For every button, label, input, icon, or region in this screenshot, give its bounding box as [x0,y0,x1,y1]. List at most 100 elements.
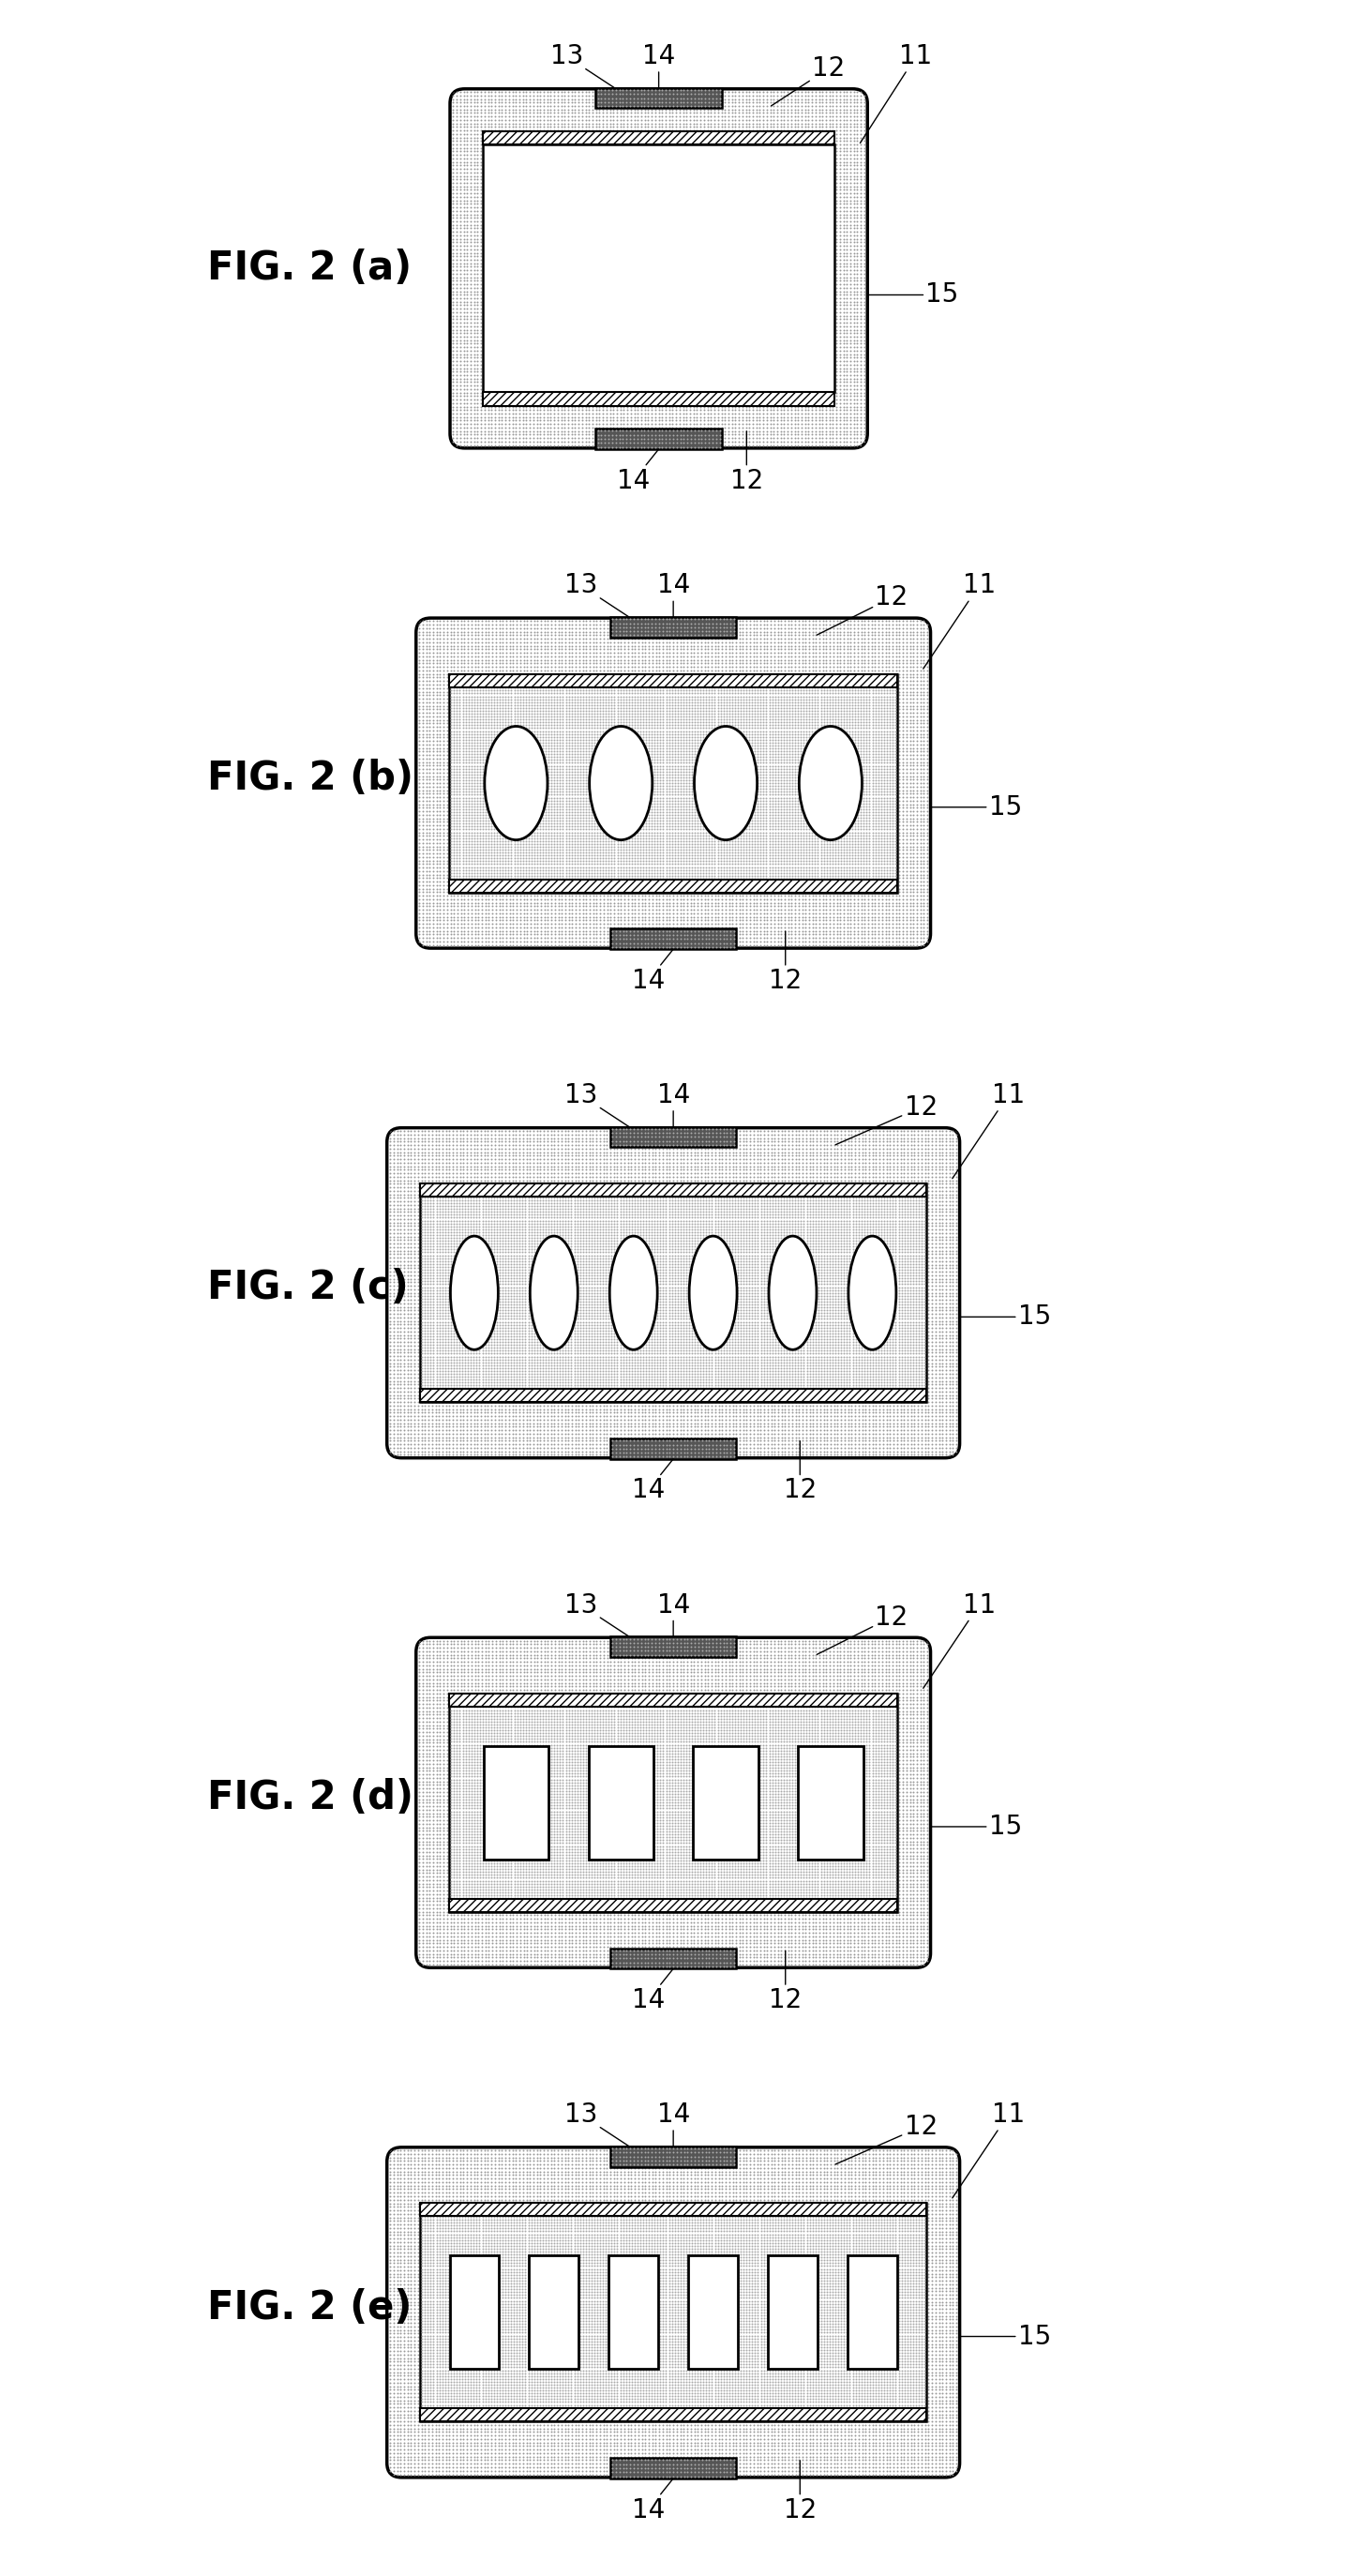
Point [876,2205,897,2246]
Point [687,814,709,855]
Point [703,732,725,773]
Point [653,1185,675,1226]
Point [914,2344,936,2385]
Point [706,1164,728,1206]
Point [724,160,746,201]
Point [434,2275,456,2316]
Point [917,878,938,920]
Point [500,1188,522,1229]
Point [731,173,753,214]
Point [411,1324,433,1365]
Point [515,827,537,868]
Point [831,2326,852,2367]
Point [533,1314,555,1355]
Point [862,1358,884,1399]
Point [624,724,646,765]
Point [460,1195,482,1236]
Point [604,690,626,732]
Point [389,2375,411,2416]
Point [736,2411,758,2452]
Point [460,1777,482,1819]
Point [667,1857,688,1899]
Point [739,2334,761,2375]
Point [469,778,490,819]
Point [732,1731,754,1772]
Point [568,1175,590,1216]
Point [601,1252,623,1293]
Point [732,618,754,659]
Point [586,2429,608,2470]
Point [867,1862,889,1904]
Point [467,1141,489,1182]
Point [855,1855,877,1896]
Point [770,837,792,878]
Point [701,2367,723,2409]
Point [656,1806,678,1847]
Point [449,714,471,755]
Point [488,250,510,291]
Point [716,855,738,896]
Point [400,1206,422,1247]
Point [512,404,534,446]
Point [458,2329,479,2370]
Point [881,822,903,863]
Point [484,2259,505,2300]
Point [865,1852,887,1893]
Point [654,162,676,204]
Point [464,1762,486,1803]
Point [456,337,478,379]
Point [466,1376,488,1417]
Point [766,198,788,240]
Point [607,2223,628,2264]
Point [695,855,717,896]
Point [510,1690,531,1731]
Point [787,330,809,371]
Point [721,2303,743,2344]
Point [836,1811,858,1852]
Point [505,1363,527,1404]
Point [546,2290,568,2331]
Point [742,1244,764,1285]
Point [831,1327,852,1368]
Point [911,2365,933,2406]
Point [721,1244,743,1285]
Point [784,2200,806,2241]
Point [739,696,761,737]
Point [440,708,462,750]
Point [582,1296,604,1337]
Point [788,1888,810,1929]
Point [912,1723,934,1765]
Point [676,2221,698,2262]
Point [515,814,537,855]
Point [492,1360,514,1401]
Point [519,2182,541,2223]
Point [874,1842,896,1883]
Point [515,1270,537,1311]
Point [832,72,854,113]
Point [872,842,893,884]
Point [896,1801,918,1842]
Point [641,1283,663,1324]
Point [492,1927,514,1968]
Point [624,2324,646,2365]
Point [708,137,729,178]
Point [627,1698,649,1739]
Point [698,672,720,714]
Point [818,263,840,304]
Point [908,1200,930,1242]
Point [695,1319,717,1360]
Point [738,677,759,719]
Point [484,1151,505,1193]
Point [676,2414,698,2455]
Point [702,1935,724,1976]
Point [807,791,829,832]
Point [512,2313,534,2354]
Point [612,1340,634,1381]
Point [440,770,462,811]
Point [627,1224,649,1265]
Point [683,1842,705,1883]
Point [645,711,667,752]
Point [512,685,534,726]
Point [631,1185,653,1226]
Point [887,2159,908,2200]
